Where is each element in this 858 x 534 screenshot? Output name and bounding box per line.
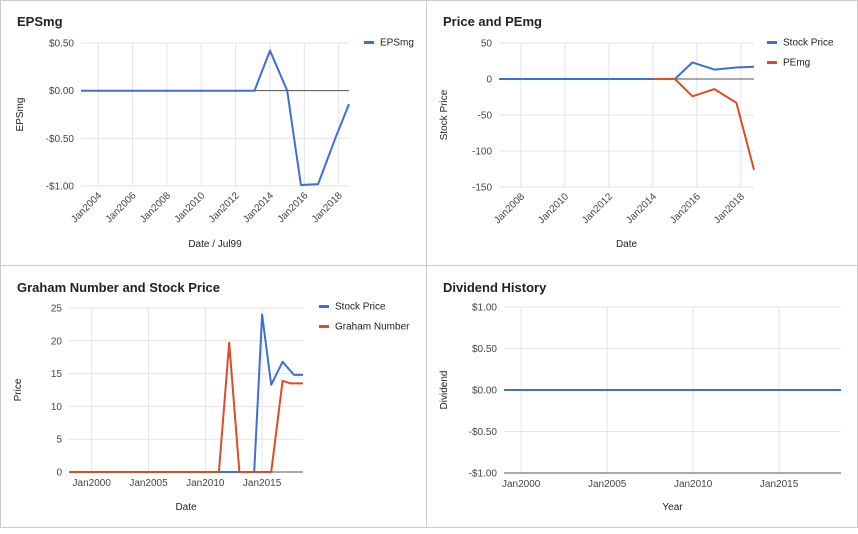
- y-tick-label: -100: [472, 147, 492, 158]
- x-tick-label: Jan2010: [172, 190, 207, 225]
- x-axis-title: Date: [616, 239, 638, 250]
- dividend-chart: Dividend History $1.00 $0.50 $0.00 -$0.50 -$1…: [439, 280, 841, 513]
- chart-title: Dividend History: [443, 280, 547, 295]
- y-axis-title: Stock Price: [439, 89, 450, 140]
- legend-label: Stock Price: [783, 38, 834, 49]
- x-tick-label: Jan2015: [243, 478, 282, 489]
- graham-chart: Graham Number and Stock Price2520151050J…: [13, 280, 410, 513]
- x-tick-label: Jan2018: [712, 191, 747, 226]
- x-tick-label: Jan2004: [69, 190, 104, 225]
- x-tick-label: Jan2005: [129, 478, 168, 489]
- y-tick-label: -$1.00: [469, 469, 498, 480]
- y-tick-label: 25: [51, 304, 63, 315]
- eps-chart-panel: EPSmg $0.50 $0.00 -$0.50 -$1.00 Jan2004 Jan200…: [0, 0, 427, 266]
- legend-label: Stock Price: [335, 302, 386, 313]
- y-tick-label: 5: [56, 435, 62, 446]
- x-axis-title: Date: [175, 502, 197, 513]
- y-tick-label: 0: [56, 468, 62, 479]
- series-line-1: [69, 313, 303, 473]
- chart-title: Graham Number and Stock Price: [17, 280, 220, 295]
- x-tick-label: Jan2010: [536, 191, 571, 226]
- x-tick-label: Jan2014: [241, 190, 276, 225]
- x-tick-label: Jan2008: [138, 190, 173, 225]
- series-line-2: [69, 341, 303, 473]
- y-tick-label: 50: [481, 39, 493, 50]
- x-tick-label: Jan2018: [310, 190, 345, 225]
- legend-swatch: [364, 41, 374, 44]
- chart-title: EPSmg: [17, 14, 63, 29]
- price-pe-chart-panel: Price and PEmg 50 0 -50 -100 -150 Jan2008 Jan20…: [426, 0, 858, 266]
- y-tick-label: -50: [478, 111, 493, 122]
- y-tick-label: -$0.50: [46, 134, 75, 145]
- graham-chart-panel: Graham Number and Stock Price 25 20 15 10 5 0 J…: [0, 265, 427, 528]
- legend-swatch: [319, 305, 329, 308]
- x-tick-label: Jan2015: [760, 479, 799, 490]
- y-tick-label: $0.50: [49, 39, 74, 50]
- x-tick-label: Jan2010: [186, 478, 225, 489]
- y-tick-label: 10: [51, 402, 63, 413]
- legend-label: Graham Number: [335, 322, 410, 333]
- y-tick-label: $0.00: [472, 386, 497, 397]
- series-line-1: [499, 61, 755, 80]
- y-tick-label: $0.00: [49, 86, 74, 97]
- y-tick-label: -$0.50: [469, 427, 498, 438]
- x-tick-label: Jan2016: [276, 190, 311, 225]
- x-tick-label: Jan2014: [624, 191, 659, 226]
- y-tick-label: 20: [51, 336, 63, 347]
- y-tick-label: -$1.00: [46, 182, 75, 193]
- x-tick-label: Jan2006: [104, 190, 139, 225]
- x-tick-label: Jan2000: [502, 479, 541, 490]
- chart-title: Price and PEmg: [443, 14, 542, 29]
- x-axis-title: Date / Jul99: [188, 239, 242, 250]
- x-tick-label: Jan2005: [588, 479, 627, 490]
- y-axis-title: Price: [13, 378, 24, 401]
- x-tick-label: Jan2010: [674, 479, 713, 490]
- y-axis-title: Dividend: [439, 371, 450, 410]
- x-tick-label: Jan2016: [668, 191, 703, 226]
- x-axis-title: Year: [662, 502, 683, 513]
- y-axis-title: EPSmg: [15, 98, 26, 132]
- x-tick-label: Jan2000: [73, 478, 112, 489]
- legend-label: EPSmg: [380, 38, 414, 49]
- x-tick-label: Jan2012: [207, 190, 242, 225]
- legend-swatch: [767, 61, 777, 64]
- series-line-1: [81, 49, 350, 186]
- legend-swatch: [767, 41, 777, 44]
- legend-label: PEmg: [783, 58, 810, 69]
- y-tick-label: $0.50: [472, 344, 497, 355]
- y-tick-label: -150: [472, 183, 492, 194]
- legend-swatch: [319, 325, 329, 328]
- series-line-2: [652, 78, 755, 170]
- dividend-chart-panel: Dividend History $1.00 $0.50 $0.00 -$0.50 -$1…: [426, 265, 858, 528]
- y-tick-label: $1.00: [472, 303, 497, 314]
- x-tick-label: Jan2012: [580, 191, 615, 226]
- y-tick-label: 0: [486, 75, 492, 86]
- y-tick-label: 15: [51, 369, 63, 380]
- x-tick-label: Jan2008: [492, 191, 527, 226]
